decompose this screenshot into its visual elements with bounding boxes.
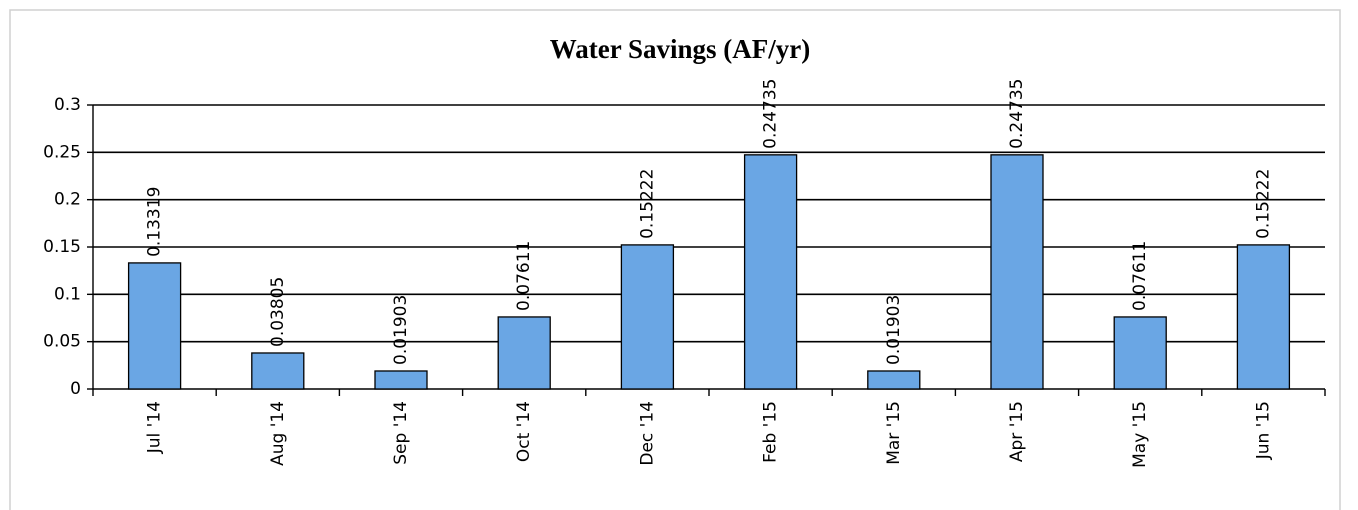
value-label: 0.15222 [637,169,657,239]
bar [990,154,1044,390]
value-label: 0.24735 [761,79,781,149]
y-tick-label: 0.2 [54,190,81,210]
x-tick-label: Oct '14 [514,401,534,462]
value-label: 0.03805 [268,277,288,347]
chart-frame [9,9,1341,510]
bar [1236,244,1291,390]
value-label: 0.01903 [391,295,411,365]
bar [251,352,305,390]
chart-title: Water Savings (AF/yr) [550,34,810,64]
x-tick-label: Aug '14 [268,401,288,466]
x-tick-label: Mar '15 [884,401,904,465]
bar [374,370,428,390]
bar [743,154,798,390]
bar [127,262,182,390]
x-tick-label: Dec '14 [637,401,657,466]
y-tick-label: 0 [70,379,81,399]
value-label: 0.15222 [1253,169,1273,239]
value-label: 0.13319 [145,187,165,257]
bar [1113,316,1167,390]
x-tick-label: Jul '14 [145,401,165,454]
bar [867,370,921,390]
x-tick-label: Apr '15 [1007,401,1027,462]
y-tick-label: 0.3 [54,95,81,115]
bar [620,244,675,390]
bar [497,316,551,390]
y-tick-label: 0.25 [43,142,81,162]
y-tick-label: 0.15 [43,237,81,257]
x-tick-label: Sep '14 [391,401,411,465]
y-tick-label: 0.1 [54,284,81,304]
x-tick-label: May '15 [1130,401,1150,468]
value-label: 0.07611 [514,241,534,311]
value-label: 0.24735 [1007,79,1027,149]
x-tick-label: Feb '15 [761,401,781,463]
x-tick-label: Jun '15 [1253,401,1273,460]
y-tick-label: 0.05 [43,332,81,352]
value-label: 0.01903 [884,295,904,365]
value-label: 0.07611 [1130,241,1150,311]
